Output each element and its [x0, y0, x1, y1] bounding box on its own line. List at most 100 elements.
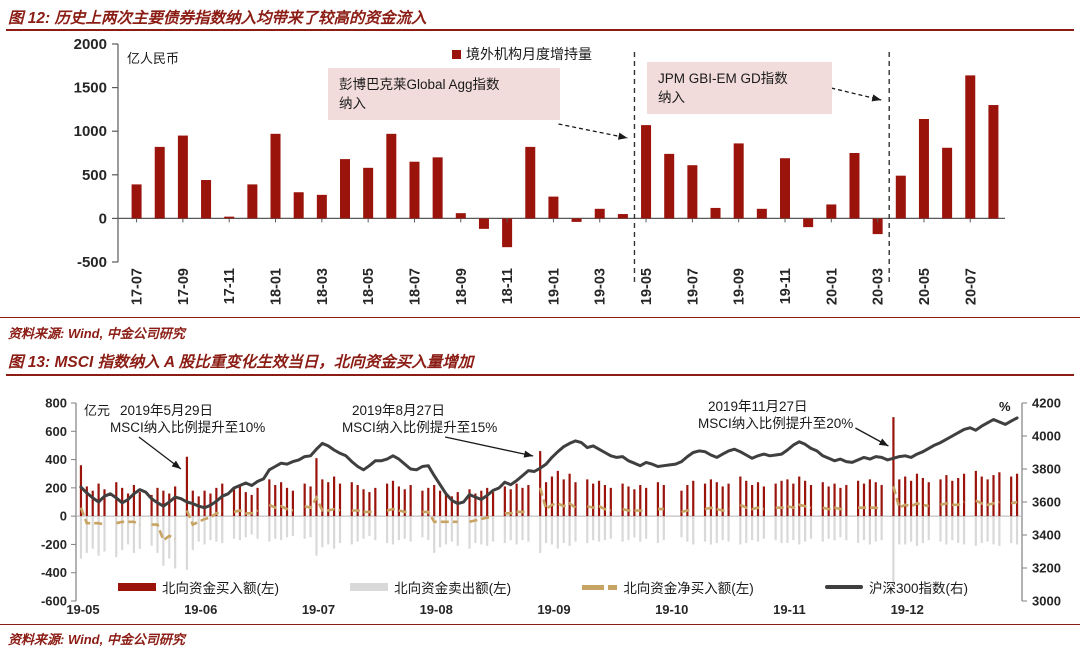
- sell-bar: [1015, 516, 1019, 545]
- x-tick-label: 18-01: [269, 268, 285, 305]
- sell-bar: [862, 516, 866, 541]
- buy-bar: [97, 483, 100, 517]
- buy-bar: [874, 482, 877, 517]
- y-tick-label: 1500: [74, 80, 107, 97]
- csi300-line: [79, 416, 1019, 510]
- sell-bar: [450, 516, 453, 542]
- sell-bar: [856, 516, 860, 544]
- bar: [224, 216, 235, 219]
- sell-bar: [486, 516, 489, 546]
- annotation-line: MSCI纳入比例提升至20%: [698, 416, 854, 431]
- sell-bar: [103, 516, 106, 552]
- bar: [270, 133, 281, 219]
- sell-bar: [85, 516, 88, 553]
- y-tick-label: -500: [77, 254, 107, 271]
- sell-bar: [397, 516, 400, 541]
- annotation-arrowhead: [171, 460, 181, 469]
- buy-bar: [603, 485, 607, 517]
- legend-item-buy: 北向资金买入额(左): [118, 577, 279, 597]
- bar: [455, 213, 466, 219]
- sell-bar: [927, 516, 930, 541]
- bar: [617, 214, 628, 219]
- x-tick-label: 19-07: [685, 268, 701, 305]
- sell-bar: [633, 516, 636, 538]
- right-tick-label: 3000: [1032, 594, 1061, 609]
- sell-bar: [368, 516, 371, 536]
- sell-bar: [385, 516, 389, 544]
- x-month-label: 19-06: [184, 602, 217, 617]
- buy-bar: [992, 475, 995, 517]
- buy-bar: [751, 485, 754, 517]
- buy-bar: [515, 483, 518, 517]
- buy-bar: [438, 490, 442, 517]
- bar: [177, 135, 188, 219]
- sell-bar: [285, 516, 289, 538]
- sell-bar: [621, 516, 624, 542]
- buy-bar: [904, 476, 907, 517]
- buy-bar: [550, 476, 554, 517]
- annotation-line: 2019年5月29日: [120, 403, 214, 418]
- buy-bar: [503, 486, 506, 517]
- buy-bar: [1010, 476, 1013, 517]
- sell-bar: [350, 516, 353, 545]
- x-tick-label: 19-03: [593, 268, 609, 305]
- sell-bar: [315, 516, 318, 556]
- x-tick-label: 19-01: [546, 268, 562, 305]
- buy-bar: [780, 480, 783, 517]
- sell-bar: [739, 516, 742, 545]
- sell-bar: [839, 516, 842, 538]
- legend-item-csi300: 沪深300指数(右): [824, 577, 968, 597]
- buy-bar: [974, 470, 977, 517]
- buy-bar: [203, 490, 206, 517]
- sell-bar: [97, 516, 100, 556]
- sell-bar: [998, 516, 1001, 546]
- annotation-arrow: [558, 123, 628, 139]
- annotation-arrowhead: [871, 94, 882, 102]
- buy-bar: [509, 489, 512, 517]
- bar: [664, 153, 675, 219]
- buy-bar: [374, 487, 377, 517]
- buy-bar: [703, 483, 707, 517]
- x-tick-label: 20-05: [917, 268, 933, 305]
- sell-bar: [798, 516, 801, 545]
- sell-bar: [774, 516, 777, 541]
- sell-bar: [421, 516, 424, 538]
- sell-bar: [162, 516, 165, 566]
- sell-bar: [751, 516, 754, 541]
- buy-bar: [132, 485, 136, 517]
- sell-bar: [91, 516, 94, 549]
- sell-bar: [845, 516, 848, 541]
- buy-bar: [385, 483, 389, 517]
- sell-bar: [132, 516, 136, 553]
- sell-bar: [427, 516, 430, 541]
- annotation-line: MSCI纳入比例提升至15%: [342, 420, 498, 435]
- sell-bar: [244, 516, 247, 538]
- buy-bar: [792, 483, 795, 517]
- buy-bar: [491, 492, 495, 517]
- buy-bar: [574, 482, 577, 517]
- divider-1: [0, 317, 1080, 318]
- buy-bar: [745, 480, 748, 517]
- figure-13-left-unit-label: 亿元: [84, 403, 111, 418]
- x-tick-label: 18-11: [500, 268, 516, 304]
- bar: [803, 218, 814, 228]
- buy-bar: [285, 487, 289, 517]
- figure-12-unit-label: 亿人民币: [127, 51, 180, 66]
- buy-bar: [804, 480, 807, 517]
- bar: [988, 105, 999, 219]
- bar: [687, 165, 698, 219]
- bar: [780, 158, 790, 219]
- legend-item-sell: 北向资金卖出额(左): [350, 577, 511, 597]
- buy-bar: [839, 487, 842, 517]
- sell-bar: [362, 516, 365, 539]
- buy-bar: [786, 479, 789, 517]
- sell-bar: [898, 516, 901, 545]
- buy-bar: [957, 477, 960, 517]
- legend-label: 北向资金买入额(左): [162, 581, 279, 596]
- buy-bar: [680, 490, 683, 517]
- sell-bar: [79, 516, 83, 559]
- left-tick-label: -200: [41, 537, 67, 552]
- buy-bar: [103, 489, 106, 517]
